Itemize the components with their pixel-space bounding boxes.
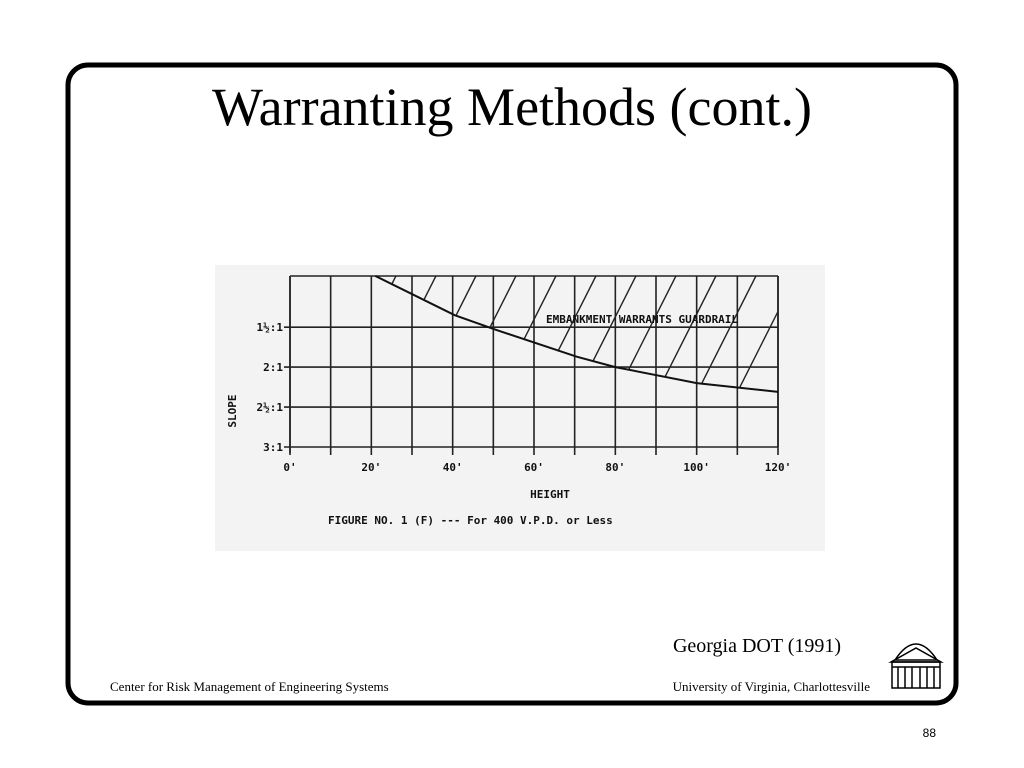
x-tick-label: 100' — [683, 461, 710, 474]
boundary-curve — [374, 275, 779, 393]
source: Georgia DOT (1991) — [673, 635, 841, 657]
y-tick-label: 2:1 — [263, 361, 283, 374]
logo — [888, 643, 944, 689]
page-number: 88 — [923, 726, 937, 740]
y-tick-label: 1½:1 — [257, 321, 284, 334]
footer-right: University of Virginia, Charlottesville — [673, 679, 871, 694]
x-tick-label: 60' — [524, 461, 544, 474]
x-axis-label: HEIGHT — [530, 488, 570, 501]
x-tick-label: 80' — [605, 461, 625, 474]
y-tick-label: 3:1 — [263, 441, 283, 454]
figure-background — [215, 265, 825, 551]
x-tick-label: 20' — [361, 461, 381, 474]
x-tick-label: 120' — [765, 461, 792, 474]
hatch-line — [734, 276, 778, 392]
y-tick-label: 2½:1 — [257, 401, 284, 414]
hatch-line — [694, 276, 757, 392]
annotation: EMBANKMENT WARRANTS GUARDRAIL — [546, 313, 738, 326]
slide-title: Warranting Methods (cont.) — [212, 77, 812, 137]
x-tick-label: 40' — [443, 461, 463, 474]
y-axis-label: SLOPE — [226, 394, 239, 427]
footer-left: Center for Risk Management of Engineerin… — [110, 679, 389, 694]
x-tick-label: 0' — [283, 461, 296, 474]
caption: FIGURE NO. 1 (F) --- For 400 V.P.D. or L… — [328, 514, 613, 527]
